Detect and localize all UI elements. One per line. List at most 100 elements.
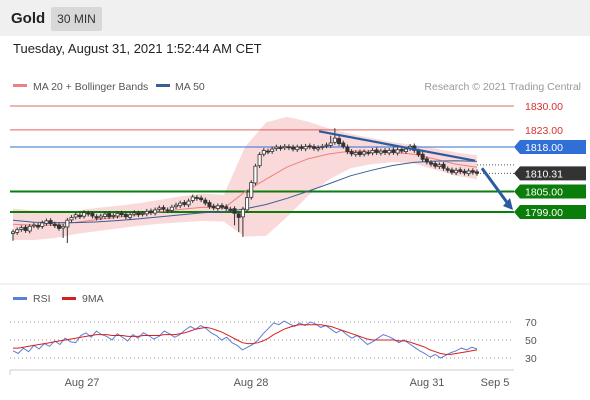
x-tick-label: Sep 5 bbox=[481, 377, 510, 389]
candle-body bbox=[56, 224, 61, 229]
legend-layer: MA 20 + Bollinger Bands MA 50 Research © 2… bbox=[13, 81, 581, 93]
candle-body bbox=[383, 150, 388, 153]
legend-9ma-label: 9MA bbox=[82, 293, 104, 305]
candle-body bbox=[370, 150, 375, 154]
candle-body bbox=[274, 146, 279, 149]
level-labels-layer: 1830.00 1823.00 1818.00 1805.00 1799.00 1810.… bbox=[514, 101, 586, 219]
candle-body bbox=[253, 165, 258, 184]
rsi-tick-50: 50 bbox=[525, 335, 537, 347]
candle-body bbox=[69, 217, 74, 221]
candle-body bbox=[98, 215, 103, 219]
candle-body bbox=[470, 170, 475, 173]
candle-body bbox=[232, 208, 237, 214]
candle-body bbox=[136, 212, 141, 216]
candle-body bbox=[178, 202, 183, 207]
levels-layer bbox=[10, 105, 514, 213]
candle-body bbox=[320, 145, 325, 148]
candle-body bbox=[449, 169, 454, 173]
level-label-1823.00: 1823.00 bbox=[525, 125, 563, 137]
candle-body bbox=[194, 197, 199, 199]
bollinger-bands-layer bbox=[13, 116, 477, 240]
candle-body bbox=[128, 214, 133, 218]
candle-body bbox=[144, 210, 149, 215]
candle-body bbox=[48, 220, 53, 225]
forecast-arrow-head bbox=[503, 197, 513, 210]
candle-body bbox=[19, 227, 24, 230]
legend-ma50-label: MA 50 bbox=[175, 81, 205, 93]
candle-body bbox=[169, 206, 174, 211]
candle-body bbox=[429, 162, 434, 165]
candle-body bbox=[378, 150, 383, 154]
rsi-line bbox=[12, 320, 478, 359]
legend-ma20-swatch bbox=[13, 84, 27, 87]
x-tick-label: Aug 31 bbox=[410, 377, 445, 389]
candle-body bbox=[387, 150, 392, 154]
candle-body bbox=[332, 137, 337, 143]
candle-body bbox=[94, 216, 99, 219]
candle-body bbox=[90, 213, 95, 217]
candle-body bbox=[190, 196, 195, 201]
candle-body bbox=[324, 144, 329, 147]
moving-averages-layer bbox=[12, 150, 478, 226]
candle-body bbox=[391, 149, 396, 153]
candle-body bbox=[186, 200, 191, 206]
x-tick-label: Aug 27 bbox=[65, 377, 100, 389]
candle-body bbox=[349, 151, 354, 155]
candle-body bbox=[165, 209, 170, 212]
candle-body bbox=[61, 225, 66, 229]
candle-body bbox=[65, 219, 70, 228]
candle-body bbox=[445, 168, 450, 171]
level-label-1818.00: 1818.00 bbox=[525, 142, 563, 154]
candle-body bbox=[295, 146, 300, 150]
candle-body bbox=[278, 147, 283, 149]
candle-body bbox=[174, 204, 179, 208]
level-label-1805.00: 1805.00 bbox=[525, 186, 563, 198]
candle-body bbox=[182, 202, 187, 205]
annotations-layer bbox=[318, 130, 513, 210]
trend-line bbox=[318, 130, 476, 162]
candle-body bbox=[228, 208, 233, 211]
candle-body bbox=[123, 213, 128, 218]
forecast-arrow-shaft bbox=[480, 167, 511, 207]
level-label-1830.00: 1830.00 bbox=[525, 101, 563, 113]
candle-body bbox=[466, 170, 471, 175]
candle-body bbox=[132, 212, 137, 215]
level-tag-1805.00 bbox=[514, 184, 586, 199]
candle-body bbox=[345, 146, 350, 153]
candle-body bbox=[458, 169, 463, 173]
candle-body bbox=[420, 153, 425, 160]
candle-body bbox=[153, 209, 158, 214]
timeframe-button[interactable]: 30 MIN bbox=[51, 7, 102, 31]
candle-body bbox=[303, 145, 308, 150]
candle-body bbox=[52, 223, 57, 227]
candle-body bbox=[36, 225, 41, 228]
candle-body bbox=[403, 148, 408, 152]
candle-body bbox=[10, 231, 15, 234]
instrument-name: Gold bbox=[11, 10, 46, 27]
candle-body bbox=[424, 158, 429, 163]
rsi-9ma-line bbox=[13, 324, 478, 355]
ma20-line bbox=[12, 150, 478, 226]
candle-body bbox=[257, 154, 262, 167]
candle-body bbox=[107, 213, 112, 218]
candle-body bbox=[362, 151, 367, 155]
candle-body bbox=[437, 164, 442, 167]
candle-body bbox=[441, 163, 446, 169]
candle-body bbox=[15, 229, 20, 233]
rsi-panel: RSI 9MA 70 50 30 bbox=[0, 283, 590, 365]
candle-body bbox=[240, 208, 245, 218]
level-tag-1818.00 bbox=[514, 140, 586, 155]
candle-body bbox=[220, 205, 225, 208]
legend-ma50-swatch bbox=[156, 84, 170, 87]
candle-body bbox=[40, 222, 45, 227]
timestamp: Tuesday, August 31, 2021 1:52:44 AM CET bbox=[13, 41, 262, 56]
candle-body bbox=[77, 214, 82, 218]
candle-body bbox=[148, 210, 153, 214]
candle-body bbox=[399, 149, 404, 152]
candle-body bbox=[337, 138, 342, 145]
candle-body bbox=[328, 142, 333, 146]
credit-text: Research © 2021 Trading Central bbox=[424, 81, 581, 93]
candle-body bbox=[207, 202, 212, 207]
rsi-tick-30: 30 bbox=[525, 353, 537, 365]
candle-body bbox=[245, 197, 250, 211]
